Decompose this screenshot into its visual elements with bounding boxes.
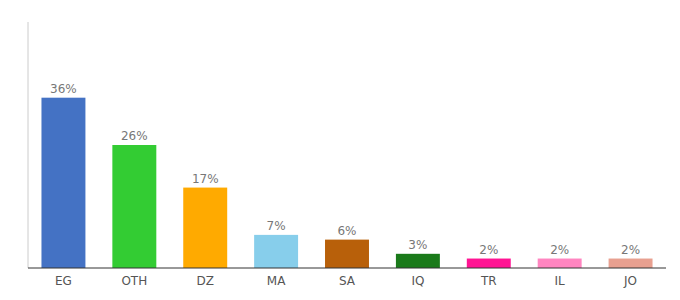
data-label: 6% (337, 224, 356, 238)
bar (41, 98, 85, 268)
x-tick-label: EG (55, 274, 72, 288)
x-tick-label: TR (480, 274, 497, 288)
chart: 36% 26% 17% 7% 6% 3% 2% 2% 2% EG OTH DZ MA SA IQ TR IL JO (0, 0, 680, 300)
x-tick-label: IQ (411, 274, 424, 288)
data-label: 2% (621, 243, 640, 257)
bars (41, 98, 652, 268)
data-label: 2% (550, 243, 569, 257)
bar (183, 188, 227, 268)
data-label: 2% (479, 243, 498, 257)
bar (112, 145, 156, 268)
data-label: 36% (50, 82, 77, 96)
bar (254, 235, 298, 268)
x-tick-label: SA (339, 274, 356, 288)
bar (467, 259, 511, 268)
bar (325, 240, 369, 268)
data-label: 3% (408, 238, 427, 252)
bar (396, 254, 440, 268)
data-label: 17% (192, 172, 219, 186)
x-axis-line (28, 268, 666, 269)
data-label: 26% (121, 129, 148, 143)
x-tick-label: OTH (121, 274, 147, 288)
data-label: 7% (267, 219, 286, 233)
bar (609, 259, 653, 268)
x-tick-label: IL (555, 274, 566, 288)
y-axis-line (28, 22, 29, 268)
bar (538, 259, 582, 268)
x-tick-label: DZ (196, 274, 213, 288)
x-tick-label: MA (267, 274, 286, 288)
chart-container: 36% 26% 17% 7% 6% 3% 2% 2% 2% EG OTH DZ MA SA IQ TR IL JO (0, 0, 680, 300)
x-tick-label: JO (623, 274, 637, 288)
